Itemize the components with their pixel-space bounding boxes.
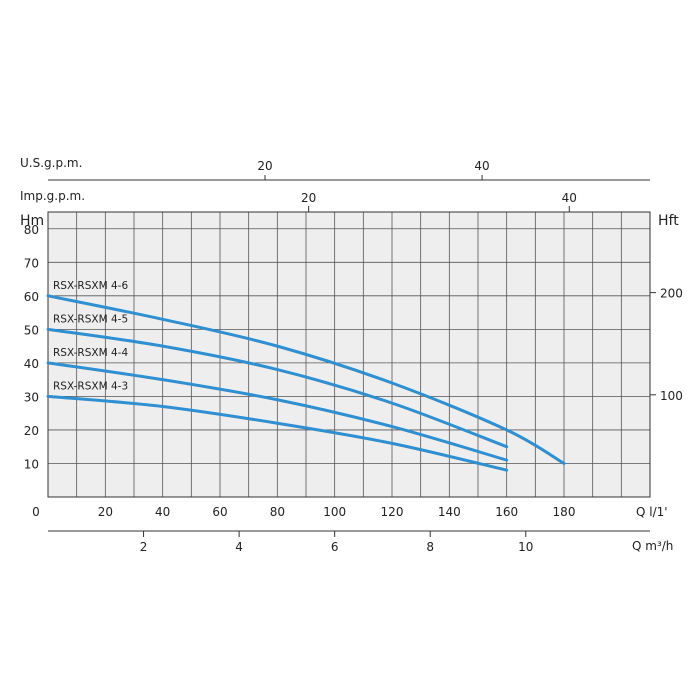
y-left-tick-label: 10 [24,457,39,471]
x-primary-tick-label: 160 [495,505,518,519]
y-left-tick-label: 70 [24,256,39,270]
x-primary-tick-label: 180 [553,505,576,519]
series-curve-3 [46,361,509,462]
y-left-tick-label: 80 [24,223,39,237]
y-right-axis-label: Hft [658,213,679,229]
tick-labels: 20 40 20 40 10 20 30 40 50 60 70 80 100 200 0 20 40 60 80 1… [24,159,683,554]
axes [48,175,656,537]
plot-area [48,212,650,497]
y-left-tick-label: 50 [24,323,39,337]
x-secondary-tick-label: 10 [518,540,533,554]
series-curve-2 [46,327,509,449]
series-curve-4 [46,394,509,472]
x-primary-tick-label: 60 [212,505,227,519]
x-primary-tick-label: 80 [270,505,285,519]
imp-gpm-axis-label: Imp.g.p.m. [20,189,85,203]
x-primary-unit-label: Q l/1' [636,505,668,519]
series-labels: RSX-RSXM 4-6 RSX-RSXM 4-5 RSX-RSXM 4-4 RSX-… [53,280,128,393]
y-right-tick-label: 200 [660,287,683,301]
y-left-tick-label: 40 [24,357,39,371]
imp-gpm-tick-label: 20 [301,191,316,205]
x-primary-tick-label: 40 [155,505,170,519]
plot-border [47,211,651,498]
series-curve-1 [46,294,566,465]
x-secondary-tick-label: 4 [235,540,243,554]
us-gpm-axis-label: U.S.g.p.m. [20,156,82,170]
x-primary-tick-label: 140 [438,505,461,519]
us-gpm-tick-label: 20 [257,159,272,173]
x-primary-tick-label: 120 [381,505,404,519]
series-label-4: RSX-RSXM 4-3 [53,380,128,392]
y-left-tick-label: 30 [24,390,39,404]
x-secondary-tick-label: 8 [426,540,434,554]
x-secondary-tick-label: 6 [331,540,339,554]
x-secondary-tick-label: 2 [140,540,148,554]
imp-gpm-tick-label: 40 [562,191,577,205]
series-label-1: RSX-RSXM 4-6 [53,280,128,292]
us-gpm-tick-label: 40 [474,159,489,173]
x-primary-tick-label: 0 [32,505,40,519]
x-primary-tick-label: 20 [98,505,113,519]
x-primary-tick-label: 100 [323,505,346,519]
series-label-2: RSX-RSXM 4-5 [53,313,128,325]
y-left-tick-label: 20 [24,424,39,438]
y-left-axis-label: Hm [20,213,44,229]
y-left-tick-label: 60 [24,290,39,304]
series-curves [46,294,566,472]
x-secondary-unit-label: Q m³/h [632,539,673,553]
y-right-tick-label: 100 [660,389,683,403]
series-label-3: RSX-RSXM 4-4 [53,347,128,359]
